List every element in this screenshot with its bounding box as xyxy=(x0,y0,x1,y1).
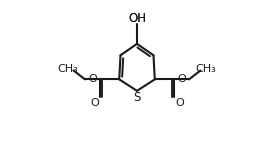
Text: O: O xyxy=(175,98,184,108)
Text: CH₃: CH₃ xyxy=(58,64,78,74)
Text: OH: OH xyxy=(128,12,146,25)
Text: O: O xyxy=(90,98,99,108)
Text: O: O xyxy=(88,74,97,84)
Text: S: S xyxy=(133,91,141,104)
Text: O: O xyxy=(177,74,186,84)
Text: CH₃: CH₃ xyxy=(196,64,216,74)
Text: OH: OH xyxy=(128,12,146,25)
